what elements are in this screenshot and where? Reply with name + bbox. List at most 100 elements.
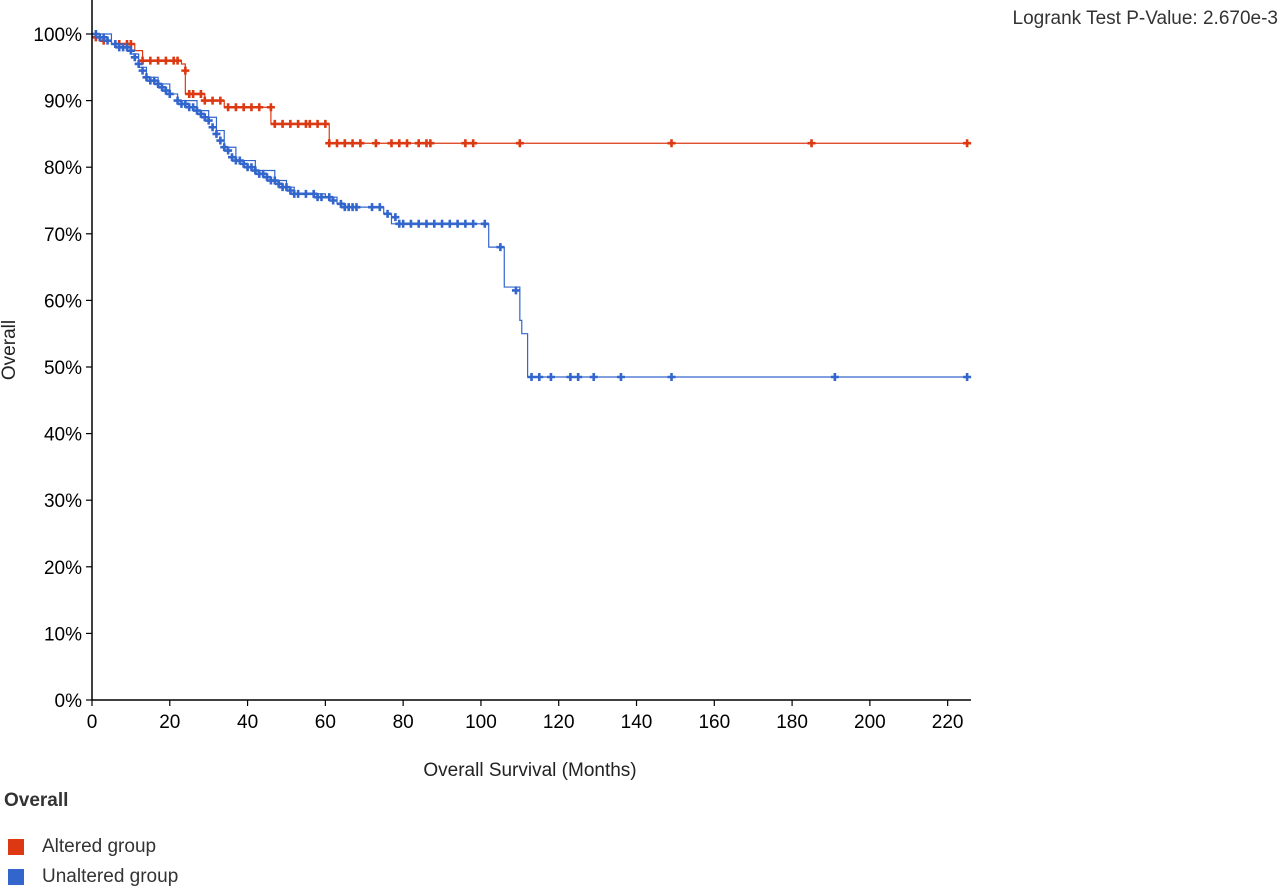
censor-mark[interactable]: [224, 146, 233, 155]
censor-mark[interactable]: [383, 209, 392, 218]
censor-mark[interactable]: [422, 219, 431, 228]
censor-mark[interactable]: [348, 139, 357, 148]
censor-mark[interactable]: [438, 219, 447, 228]
censor-mark[interactable]: [391, 213, 400, 222]
censor-mark[interactable]: [212, 129, 221, 138]
censor-mark[interactable]: [469, 139, 478, 148]
censor-mark[interactable]: [196, 89, 205, 98]
censor-mark[interactable]: [208, 123, 217, 132]
censor-mark[interactable]: [231, 103, 240, 112]
censor-mark[interactable]: [546, 372, 555, 381]
censor-mark[interactable]: [173, 56, 182, 65]
censor-mark[interactable]: [426, 139, 435, 148]
censor-mark[interactable]: [352, 203, 361, 212]
censor-mark[interactable]: [165, 89, 174, 98]
censor-mark[interactable]: [286, 119, 295, 128]
censor-mark[interactable]: [511, 286, 520, 295]
x-tick-label: 220: [932, 712, 964, 733]
x-tick-label: 40: [237, 712, 258, 733]
censor-mark[interactable]: [126, 46, 135, 55]
censor-mark[interactable]: [461, 139, 470, 148]
censor-mark[interactable]: [103, 36, 112, 45]
censor-mark[interactable]: [667, 139, 676, 148]
censor-mark[interactable]: [807, 139, 816, 148]
censor-mark[interactable]: [375, 203, 384, 212]
censor-mark[interactable]: [301, 189, 310, 198]
censor-mark[interactable]: [266, 103, 275, 112]
censor-mark[interactable]: [574, 372, 583, 381]
censor-mark[interactable]: [333, 139, 342, 148]
censor-mark[interactable]: [414, 139, 423, 148]
censor-mark[interactable]: [566, 372, 575, 381]
x-tick-label: 180: [776, 712, 808, 733]
censor-mark[interactable]: [189, 89, 198, 98]
censor-mark[interactable]: [294, 189, 303, 198]
censor-mark[interactable]: [395, 139, 404, 148]
censor-mark[interactable]: [496, 243, 505, 252]
censor-mark[interactable]: [453, 219, 462, 228]
legend-item-altered[interactable]: Altered group: [4, 832, 404, 862]
censor-mark[interactable]: [294, 119, 303, 128]
y-tick-label: 100%: [33, 25, 82, 46]
censor-mark[interactable]: [368, 203, 377, 212]
censor-mark[interactable]: [340, 139, 349, 148]
censor-mark[interactable]: [535, 372, 544, 381]
censor-mark[interactable]: [317, 193, 326, 202]
censor-mark[interactable]: [161, 56, 170, 65]
legend: Overall Altered group Unaltered group: [4, 790, 404, 892]
censor-mark[interactable]: [480, 219, 489, 228]
censor-mark[interactable]: [445, 219, 454, 228]
x-tick-label: 140: [621, 712, 653, 733]
y-tick-label: 40%: [44, 425, 82, 446]
censor-mark[interactable]: [667, 372, 676, 381]
censor-mark[interactable]: [216, 136, 225, 145]
censor-mark[interactable]: [329, 196, 338, 205]
censor-mark[interactable]: [616, 372, 625, 381]
censor-mark[interactable]: [239, 103, 248, 112]
legend-item-unaltered[interactable]: Unaltered group: [4, 862, 404, 892]
censor-mark[interactable]: [134, 59, 143, 68]
censor-mark[interactable]: [216, 96, 225, 105]
censor-mark[interactable]: [414, 219, 423, 228]
censor-mark[interactable]: [200, 96, 209, 105]
legend-label-unaltered: Unaltered group: [42, 866, 179, 887]
censor-mark[interactable]: [461, 219, 470, 228]
survival-chart: 0 20 40 60 80 100 120 140 160 180 200 220 0% 10% 20% 30…: [0, 0, 1278, 781]
censor-mark[interactable]: [146, 56, 155, 65]
y-tick-label: 60%: [44, 291, 82, 312]
y-tick-label: 20%: [44, 558, 82, 579]
censor-mark[interactable]: [406, 219, 415, 228]
censor-mark[interactable]: [204, 116, 213, 125]
censor-mark[interactable]: [527, 372, 536, 381]
censor-mark[interactable]: [515, 139, 524, 148]
censor-mark[interactable]: [138, 66, 147, 75]
censor-mark[interactable]: [255, 103, 264, 112]
censor-mark[interactable]: [387, 139, 396, 148]
censor-mark[interactable]: [963, 139, 972, 148]
censor-mark[interactable]: [278, 119, 287, 128]
logrank-pvalue: Logrank Test P-Value: 2.670e-3: [1013, 8, 1278, 29]
censor-mark[interactable]: [589, 372, 598, 381]
censor-mark[interactable]: [247, 103, 256, 112]
censor-mark[interactable]: [321, 119, 330, 128]
censor-mark[interactable]: [356, 139, 365, 148]
x-tick-label: 160: [698, 712, 730, 733]
censor-mark[interactable]: [403, 139, 412, 148]
censor-mark[interactable]: [830, 372, 839, 381]
censor-mark[interactable]: [305, 119, 314, 128]
censor-mark[interactable]: [181, 66, 190, 75]
censor-mark[interactable]: [399, 219, 408, 228]
censor-mark[interactable]: [224, 103, 233, 112]
censor-mark[interactable]: [313, 119, 322, 128]
censor-mark[interactable]: [208, 96, 217, 105]
censor-mark[interactable]: [469, 219, 478, 228]
x-tick-label: 60: [315, 712, 336, 733]
censor-mark[interactable]: [963, 372, 972, 381]
censor-mark[interactable]: [270, 119, 279, 128]
censor-mark[interactable]: [130, 53, 139, 62]
survival-curve-unaltered-group: [92, 33, 971, 378]
censor-mark[interactable]: [430, 219, 439, 228]
censor-mark[interactable]: [325, 139, 334, 148]
censor-mark[interactable]: [371, 139, 380, 148]
censor-mark[interactable]: [154, 56, 163, 65]
